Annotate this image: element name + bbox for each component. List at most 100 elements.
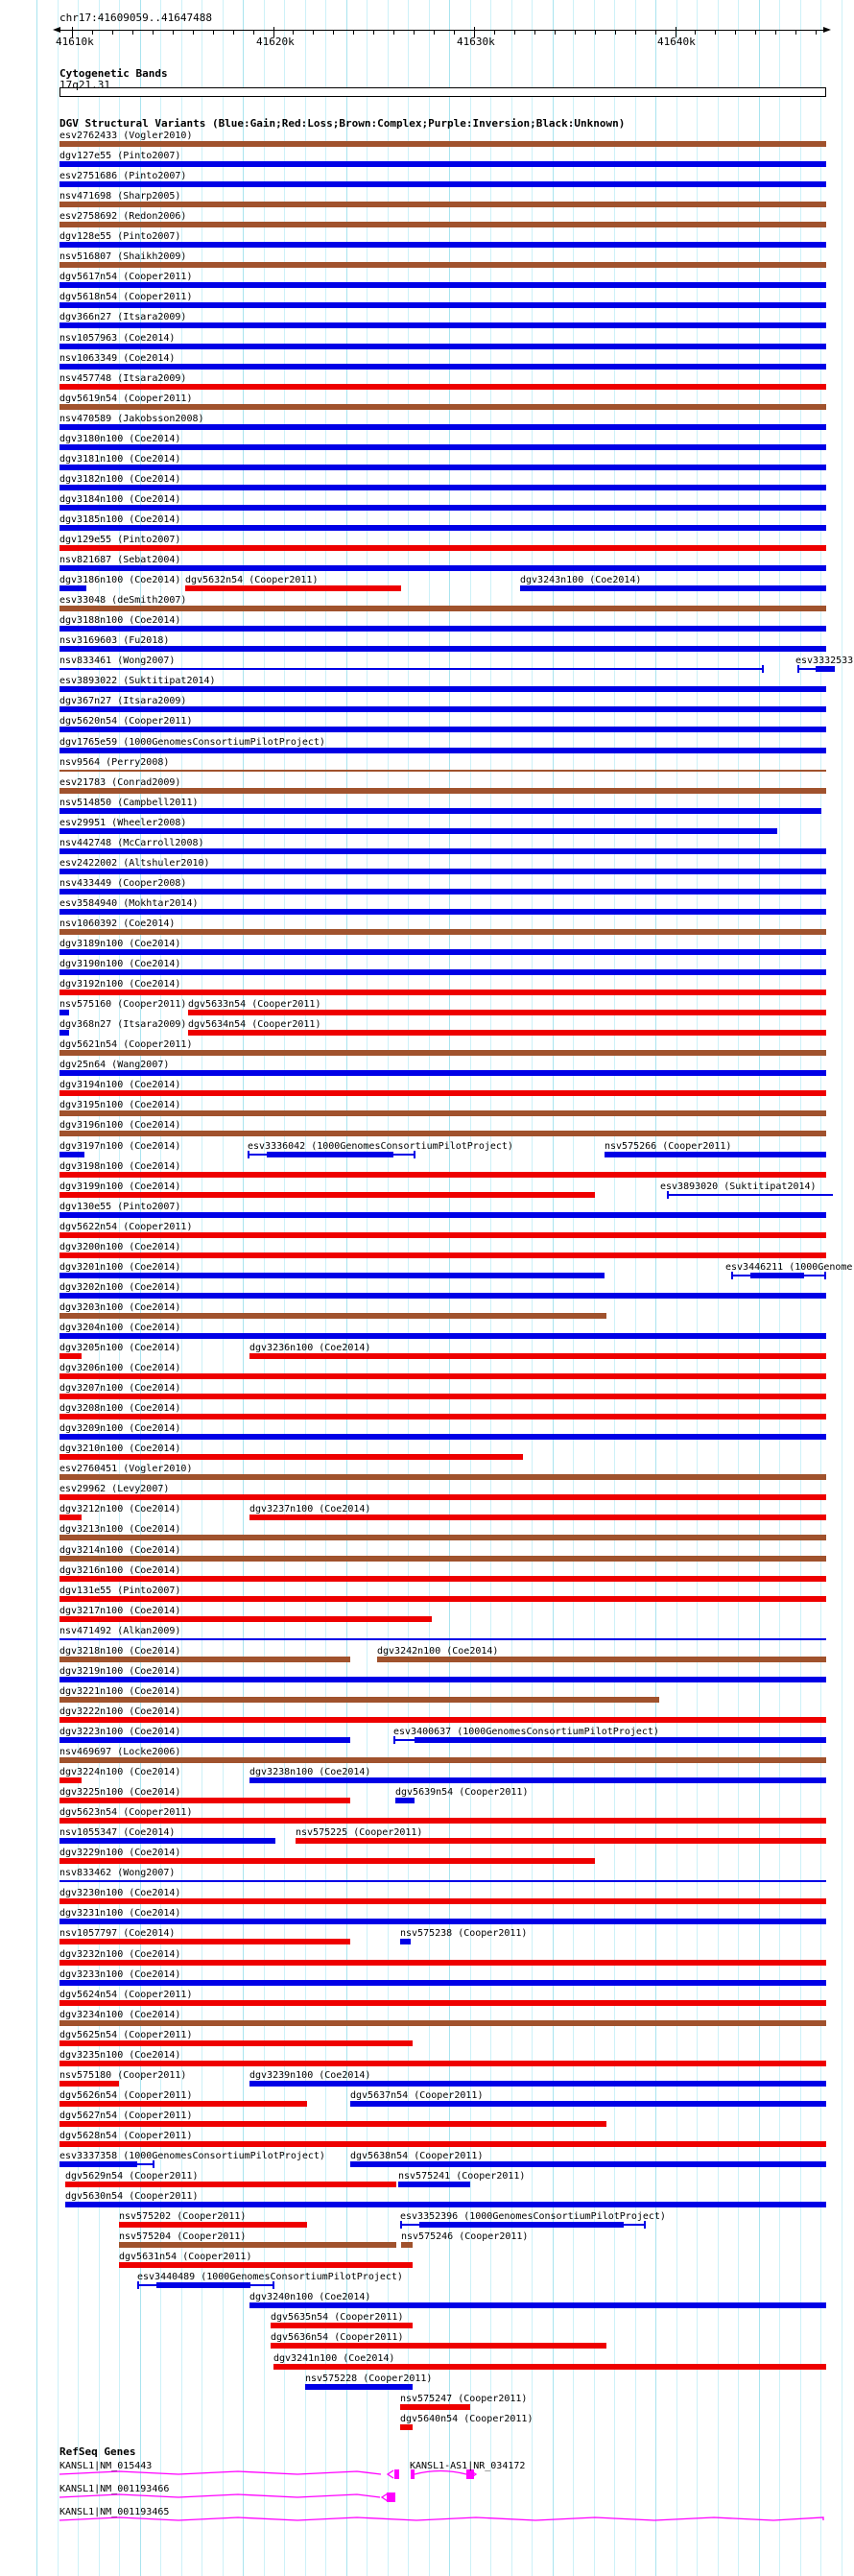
variant-bar[interactable] bbox=[59, 706, 826, 713]
variant-bar[interactable] bbox=[59, 1858, 595, 1865]
variant-bar[interactable] bbox=[59, 1191, 595, 1198]
variant-bar[interactable] bbox=[59, 1272, 605, 1278]
variant-range-box[interactable] bbox=[816, 666, 835, 673]
variant-bar[interactable] bbox=[59, 2100, 307, 2107]
variant-bar[interactable] bbox=[59, 1535, 826, 1541]
variant-bar[interactable] bbox=[59, 787, 826, 794]
variant-bar[interactable] bbox=[59, 1353, 82, 1359]
variant-bar[interactable] bbox=[400, 1939, 411, 1945]
variant-bar[interactable] bbox=[119, 2242, 396, 2249]
variant-bar[interactable] bbox=[59, 343, 826, 349]
variant-bar[interactable] bbox=[395, 1798, 415, 1804]
variant-bar[interactable] bbox=[59, 2080, 119, 2087]
variant-bar[interactable] bbox=[249, 1777, 826, 1784]
variant-bar[interactable] bbox=[59, 1070, 826, 1077]
variant-bar[interactable] bbox=[59, 464, 826, 470]
variant-bar[interactable] bbox=[59, 686, 826, 693]
variant-bar[interactable] bbox=[59, 990, 826, 996]
variant-bar[interactable] bbox=[59, 524, 826, 531]
gene-transcript-line[interactable] bbox=[59, 2470, 382, 2475]
variant-bar[interactable] bbox=[185, 585, 401, 592]
variant-bar[interactable] bbox=[520, 585, 826, 592]
variant-bar[interactable] bbox=[59, 141, 826, 147]
variant-bar[interactable] bbox=[59, 1131, 826, 1137]
variant-bar[interactable] bbox=[59, 262, 826, 269]
variant-bar[interactable] bbox=[59, 545, 826, 551]
variant-bar[interactable] bbox=[59, 949, 826, 955]
variant-bar[interactable] bbox=[59, 1959, 826, 1966]
variant-bar[interactable] bbox=[59, 1292, 826, 1299]
variant-bar[interactable] bbox=[59, 2060, 826, 2066]
cytoband-box[interactable] bbox=[59, 87, 826, 97]
variant-bar[interactable] bbox=[273, 2363, 826, 2370]
variant-bar[interactable] bbox=[398, 2182, 470, 2188]
variant-bar[interactable] bbox=[59, 1050, 826, 1057]
variant-bar[interactable] bbox=[59, 807, 821, 814]
variant-line[interactable] bbox=[59, 1880, 826, 1883]
variant-bar[interactable] bbox=[59, 2120, 606, 2127]
variant-bar[interactable] bbox=[59, 443, 826, 450]
variant-bar[interactable] bbox=[59, 1231, 826, 1238]
variant-bar[interactable] bbox=[59, 181, 826, 188]
variant-bar[interactable] bbox=[59, 747, 826, 753]
variant-bar[interactable] bbox=[59, 1090, 826, 1097]
variant-bar[interactable] bbox=[59, 282, 826, 289]
variant-range-line[interactable] bbox=[393, 1738, 415, 1741]
variant-range-box[interactable] bbox=[415, 1736, 826, 1743]
variant-bar[interactable] bbox=[59, 1373, 826, 1380]
variant-bar[interactable] bbox=[59, 1736, 350, 1743]
variant-bar[interactable] bbox=[271, 2323, 413, 2329]
variant-bar[interactable] bbox=[249, 1515, 826, 1521]
variant-bar[interactable] bbox=[59, 2140, 826, 2147]
variant-bar[interactable] bbox=[59, 1010, 69, 1016]
variant-bar[interactable] bbox=[400, 2423, 413, 2430]
variant-bar[interactable] bbox=[59, 827, 777, 834]
variant-bar[interactable] bbox=[59, 1798, 350, 1804]
variant-bar[interactable] bbox=[59, 1979, 826, 1986]
variant-bar[interactable] bbox=[59, 383, 826, 390]
variant-range-line[interactable] bbox=[59, 668, 763, 671]
variant-bar[interactable] bbox=[59, 1252, 826, 1258]
variant-bar[interactable] bbox=[188, 1010, 826, 1016]
variant-bar[interactable] bbox=[400, 2403, 470, 2410]
variant-bar[interactable] bbox=[59, 1898, 826, 1905]
variant-bar[interactable] bbox=[59, 1818, 826, 1825]
variant-bar[interactable] bbox=[59, 1332, 826, 1339]
variant-line[interactable] bbox=[59, 1637, 826, 1640]
variant-bar[interactable] bbox=[249, 2302, 826, 2309]
variant-bar[interactable] bbox=[59, 504, 826, 511]
variant-bar[interactable] bbox=[59, 202, 826, 208]
variant-bar[interactable] bbox=[59, 1414, 826, 1420]
variant-bar[interactable] bbox=[59, 1676, 826, 1682]
variant-range-line[interactable] bbox=[797, 668, 816, 671]
variant-bar[interactable] bbox=[59, 928, 826, 935]
variant-bar[interactable] bbox=[59, 161, 826, 168]
variant-range-box[interactable] bbox=[750, 1272, 804, 1278]
variant-bar[interactable] bbox=[59, 868, 826, 874]
variant-range-box[interactable] bbox=[419, 2222, 624, 2229]
variant-bar[interactable] bbox=[188, 1030, 826, 1037]
variant-bar[interactable] bbox=[59, 1999, 826, 2006]
variant-bar[interactable] bbox=[59, 1919, 826, 1925]
variant-bar[interactable] bbox=[59, 1838, 275, 1845]
variant-bar[interactable] bbox=[59, 908, 826, 915]
variant-bar[interactable] bbox=[65, 2182, 396, 2188]
variant-bar[interactable] bbox=[59, 1555, 826, 1562]
variant-bar[interactable] bbox=[59, 1434, 826, 1441]
variant-bar[interactable] bbox=[59, 1494, 826, 1501]
gene-transcript-line[interactable] bbox=[59, 2493, 381, 2498]
variant-bar[interactable] bbox=[401, 2242, 413, 2249]
variant-bar[interactable] bbox=[59, 969, 826, 976]
variant-bar[interactable] bbox=[59, 1716, 826, 1723]
variant-bar[interactable] bbox=[59, 565, 826, 572]
variant-bar[interactable] bbox=[59, 1777, 82, 1784]
variant-range-box[interactable] bbox=[59, 2161, 137, 2167]
variant-bar[interactable] bbox=[59, 423, 826, 430]
variant-bar[interactable] bbox=[59, 1515, 82, 1521]
variant-bar[interactable] bbox=[59, 646, 826, 653]
variant-bar[interactable] bbox=[119, 2262, 413, 2269]
variant-bar[interactable] bbox=[65, 2202, 826, 2208]
variant-bar[interactable] bbox=[59, 1030, 69, 1037]
variant-bar[interactable] bbox=[59, 2019, 826, 2026]
variant-bar[interactable] bbox=[377, 1656, 826, 1662]
